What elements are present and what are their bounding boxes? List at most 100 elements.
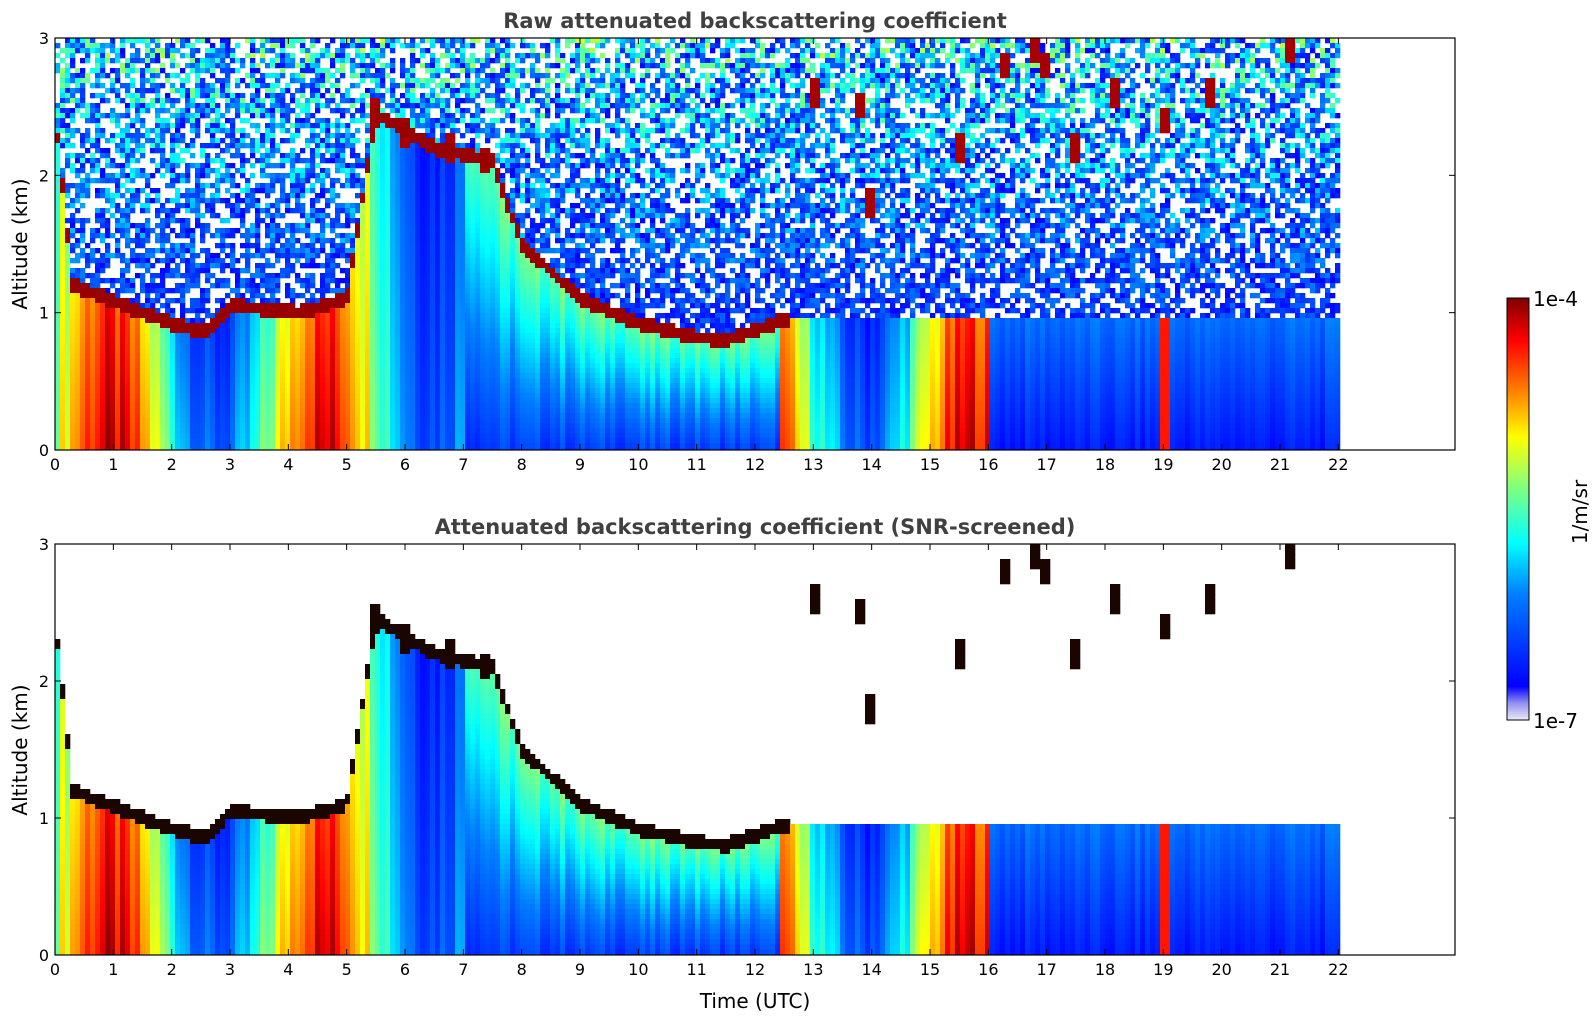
heatmap-cell [55, 303, 61, 309]
heatmap-cell [360, 253, 366, 259]
heatmap-cell [280, 73, 286, 79]
heatmap-cell [90, 393, 96, 399]
heatmap-cell [180, 243, 186, 249]
heatmap-cell [180, 313, 186, 319]
heatmap-cell [390, 323, 396, 329]
heatmap-cell [425, 173, 431, 179]
heatmap-cell [80, 333, 86, 339]
heatmap-cell [340, 398, 346, 404]
heatmap-cell [90, 423, 96, 429]
heatmap-cell [405, 303, 411, 309]
heatmap-cell [375, 148, 381, 154]
heatmap-cell [400, 338, 406, 344]
heatmap-cell [355, 73, 361, 79]
heatmap-cell [240, 308, 246, 314]
heatmap-cell [135, 118, 141, 124]
heatmap-cell [280, 93, 286, 99]
heatmap-cell [405, 93, 411, 99]
heatmap-cell [55, 393, 61, 399]
heatmap-cell [155, 308, 161, 314]
heatmap-cell [405, 308, 411, 314]
heatmap-cell [175, 273, 181, 279]
heatmap-cell [385, 398, 391, 404]
heatmap-cell [260, 418, 266, 424]
heatmap-cell [190, 278, 196, 284]
heatmap-cell [210, 208, 216, 214]
heatmap-cell [255, 123, 261, 129]
heatmap-cell [160, 133, 166, 139]
heatmap-cell [340, 38, 346, 44]
heatmap-cell [225, 403, 231, 409]
heatmap-cell [380, 233, 386, 239]
heatmap-cell [285, 128, 291, 134]
heatmap-cell [395, 373, 401, 379]
heatmap-cell [365, 273, 371, 279]
heatmap-cell [375, 198, 381, 204]
heatmap-cell [205, 48, 211, 54]
heatmap-cell [375, 43, 381, 49]
heatmap-cell [130, 223, 136, 229]
heatmap-cell [145, 388, 151, 394]
heatmap-cell [135, 253, 141, 259]
heatmap-cell [190, 98, 196, 104]
heatmap-cell [120, 433, 126, 439]
heatmap-cell [130, 413, 136, 419]
heatmap-cell [65, 298, 71, 304]
heatmap-cell [340, 338, 346, 344]
heatmap-cell [275, 413, 281, 419]
heatmap-cell [350, 313, 356, 319]
heatmap-cell [400, 318, 406, 324]
heatmap-cell [175, 358, 181, 364]
heatmap-cell [215, 333, 221, 339]
heatmap-cell [275, 178, 281, 184]
heatmap-cell [255, 303, 261, 309]
heatmap-cell [320, 188, 326, 194]
heatmap-cell [155, 148, 161, 154]
heatmap-cell [375, 223, 381, 229]
heatmap-cell [265, 423, 271, 429]
heatmap-cell [310, 383, 316, 389]
heatmap-cell [150, 443, 156, 449]
heatmap-cell [100, 318, 106, 324]
heatmap-cell [135, 293, 141, 299]
heatmap-cell [250, 438, 256, 444]
heatmap-cell [365, 383, 371, 389]
heatmap-cell [85, 158, 91, 164]
heatmap-cell [130, 448, 136, 450]
heatmap-cell [165, 248, 171, 254]
heatmap-cell [355, 428, 361, 434]
heatmap-cell [390, 38, 396, 44]
heatmap-cell [150, 403, 156, 409]
heatmap-cell [205, 288, 211, 294]
heatmap-cell [305, 68, 311, 74]
heatmap-cell [65, 438, 71, 444]
heatmap-cell [275, 408, 281, 414]
heatmap-cell [110, 403, 116, 409]
heatmap-cell [205, 183, 211, 189]
heatmap-cell [245, 298, 251, 304]
heatmap-cell [270, 368, 276, 374]
heatmap-cell [135, 93, 141, 99]
heatmap-cell [280, 403, 286, 409]
heatmap-cell [100, 68, 106, 74]
heatmap-cell [275, 223, 281, 229]
heatmap-cell [95, 168, 101, 174]
heatmap-cell [405, 398, 411, 404]
heatmap-cell [410, 273, 416, 279]
heatmap-cell [240, 353, 246, 359]
heatmap-cell [365, 93, 371, 99]
heatmap-cell [295, 128, 301, 134]
heatmap-cell [380, 128, 386, 134]
heatmap-cell [400, 128, 406, 134]
heatmap-cell [410, 108, 416, 114]
heatmap-cell [175, 333, 181, 339]
heatmap-cell [70, 448, 76, 450]
heatmap-cell [210, 213, 216, 219]
heatmap-cell [375, 193, 381, 199]
heatmap-cell [315, 173, 321, 179]
heatmap-cell [300, 293, 306, 299]
heatmap-cell [390, 263, 396, 269]
heatmap-cell [175, 208, 181, 214]
heatmap-cell [400, 293, 406, 299]
heatmap-cell [310, 373, 316, 379]
